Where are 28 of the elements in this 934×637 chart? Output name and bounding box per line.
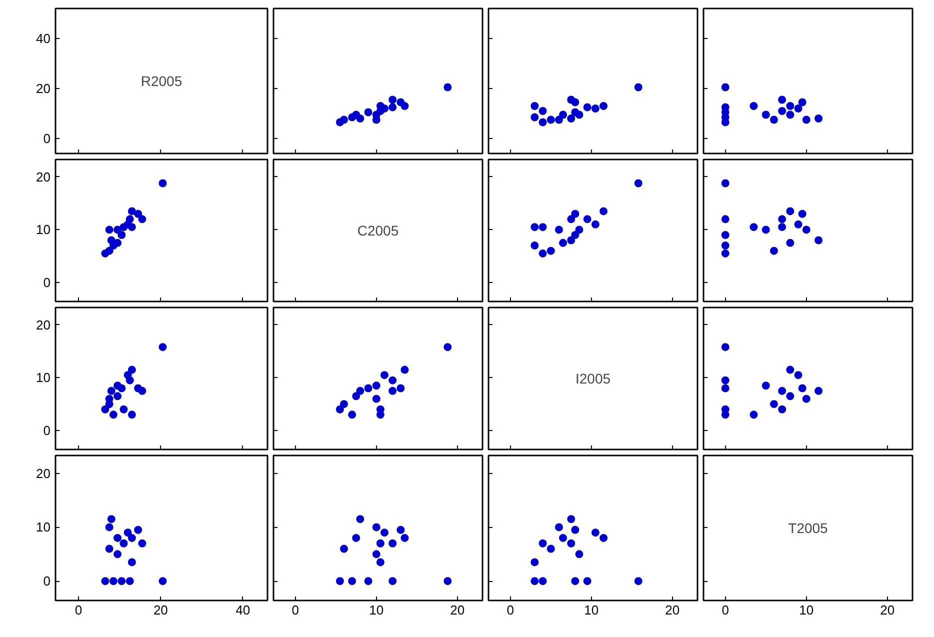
y-tick-label: 10 <box>36 520 51 535</box>
y-tick-label: 20 <box>36 466 51 481</box>
x-tick-label: 0 <box>292 602 299 618</box>
y-tick-label: 20 <box>36 81 51 96</box>
x-tick-label: 0 <box>74 602 82 618</box>
x-tick-label: 0 <box>722 602 729 618</box>
annotation: C2005 <box>357 222 399 238</box>
annotation: I2005 <box>575 370 611 386</box>
y-tick-label: 0 <box>43 274 51 290</box>
x-tick-label: 20 <box>880 602 895 618</box>
y-tick-label: 0 <box>43 131 51 146</box>
y-tick-label: 10 <box>36 370 51 386</box>
x-tick-label: 10 <box>369 602 384 618</box>
x-tick-label: 40 <box>236 602 250 618</box>
y-tick-label: 0 <box>43 422 51 438</box>
x-tick-label: 20 <box>153 602 168 618</box>
annotation: R2005 <box>140 73 182 89</box>
x-tick-label: 10 <box>799 602 814 618</box>
y-tick-label: 10 <box>36 222 51 238</box>
y-tick-label: 20 <box>36 317 51 332</box>
y-tick-label: 0 <box>43 574 51 589</box>
y-tick-label: 40 <box>36 31 51 46</box>
x-tick-label: 0 <box>506 602 514 618</box>
y-tick-label: 20 <box>36 169 51 184</box>
annotation: T2005 <box>788 520 828 536</box>
x-tick-label: 10 <box>584 602 599 618</box>
x-tick-label: 20 <box>450 602 465 618</box>
x-tick-label: 20 <box>665 602 680 618</box>
